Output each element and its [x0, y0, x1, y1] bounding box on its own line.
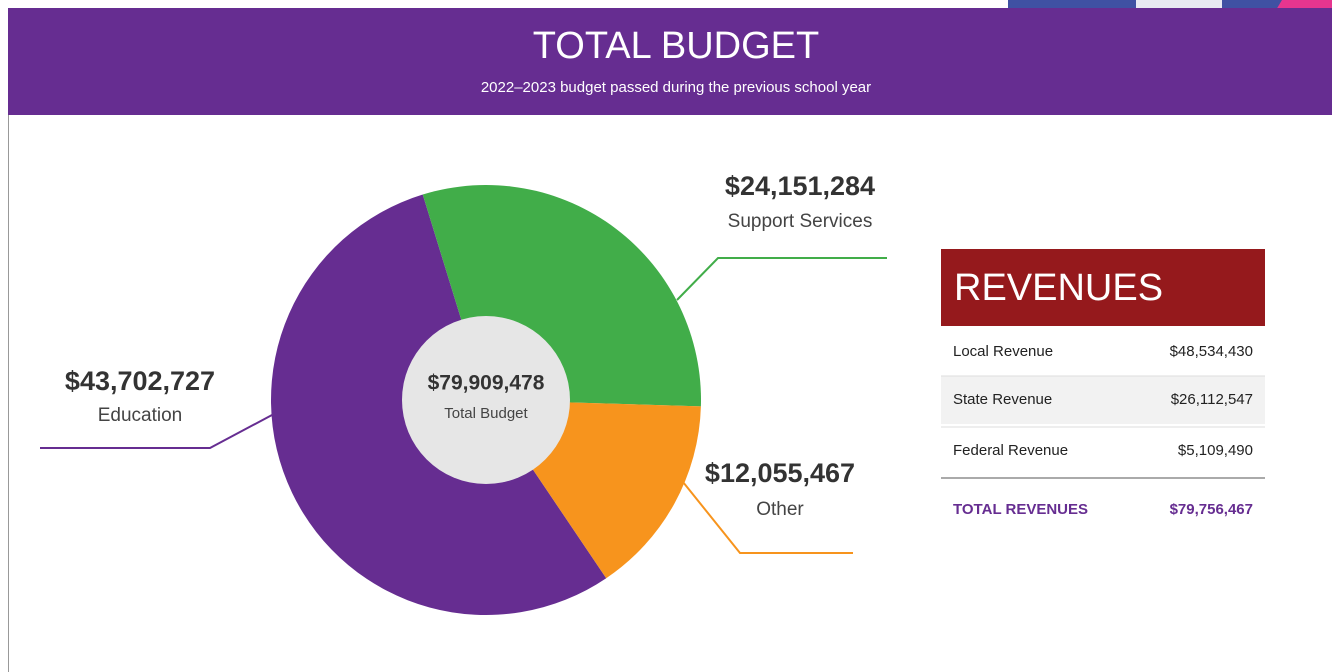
total-value: $79,756,467 — [1170, 501, 1253, 518]
decor-bar — [1008, 0, 1136, 10]
row-label: State Revenue — [953, 391, 1052, 408]
table: Local Revenue $48,534,430 State Revenue $26… — [941, 343, 1265, 518]
total-label: TOTAL REVENUES — [953, 501, 1088, 518]
center-caption: Total Budget — [444, 405, 528, 422]
title: TOTAL BUDGET — [533, 25, 819, 67]
row-value: $26,112,547 — [1171, 391, 1253, 408]
row-value: $48,534,430 — [1170, 343, 1253, 360]
row-bg — [941, 376, 1265, 424]
donut-hole — [402, 316, 570, 484]
subtitle: 2022–2023 budget passed during the previ… — [481, 79, 871, 96]
category-label: Education — [98, 405, 183, 426]
row-label: Federal Revenue — [953, 442, 1068, 459]
decor-bar — [1222, 0, 1282, 10]
value-label: $12,055,467 — [705, 458, 855, 488]
value-label: $43,702,727 — [65, 366, 215, 396]
leader-line — [676, 257, 887, 301]
center-label: $79,909,478 — [428, 372, 545, 395]
value-label: $24,151,284 — [725, 171, 875, 201]
category-label: Support Services — [728, 211, 873, 232]
decor-bar — [1136, 0, 1222, 10]
category-label: Other — [756, 499, 804, 520]
row-value: $5,109,490 — [1178, 442, 1253, 459]
leader-line — [682, 481, 853, 554]
row-label: Local Revenue — [953, 343, 1053, 360]
leader-line — [40, 414, 273, 449]
table-title: REVENUES — [954, 267, 1163, 309]
decor-bar — [1276, 0, 1332, 10]
table-header — [941, 249, 1265, 326]
header-band — [8, 8, 1332, 115]
